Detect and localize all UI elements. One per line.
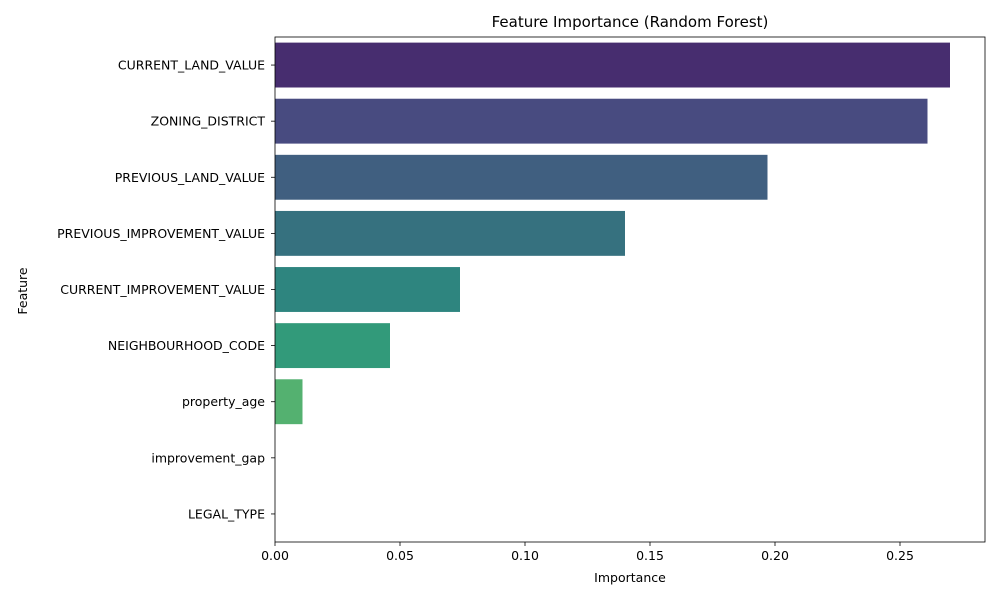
- y-tick-label: PREVIOUS_LAND_VALUE: [115, 170, 265, 185]
- bar-current-improvement-value: [275, 267, 460, 312]
- x-tick-label: 0.25: [886, 548, 914, 563]
- chart-title: Feature Importance (Random Forest): [492, 13, 769, 31]
- y-tick-label: property_age: [182, 394, 265, 409]
- bar-zoning-district: [275, 98, 928, 144]
- x-tick-label: 0.15: [636, 548, 664, 563]
- plot-frame: [274, 36, 986, 543]
- bar-neighbourhood-code: [275, 323, 390, 369]
- y-tick-label: CURRENT_IMPROVEMENT_VALUE: [60, 282, 265, 297]
- y-tick-label: CURRENT_LAND_VALUE: [118, 58, 265, 73]
- bar-property-age: [275, 379, 303, 425]
- axes-frame: [274, 36, 986, 543]
- x-ticks: 0.00 0.05 0.10 0.15 0.20 0.25: [261, 542, 914, 563]
- y-tick-labels: CURRENT_LAND_VALUE ZONING_DISTRICT PREVIOU…: [57, 58, 275, 521]
- y-axis-title: Feature: [15, 267, 30, 315]
- x-tick-label: 0.10: [511, 548, 539, 563]
- bar-current-land-value: [275, 42, 950, 88]
- bars-group: [275, 42, 950, 425]
- y-tick-label: ZONING_DISTRICT: [151, 114, 266, 129]
- y-tick-label: PREVIOUS_IMPROVEMENT_VALUE: [57, 226, 265, 241]
- y-tick-label: improvement_gap: [151, 450, 265, 465]
- bar-previous-improvement-value: [275, 210, 625, 256]
- x-tick-label: 0.00: [261, 548, 289, 563]
- bar-previous-land-value: [275, 154, 768, 200]
- y-tick-label: NEIGHBOURHOOD_CODE: [108, 338, 265, 353]
- y-tick-label: LEGAL_TYPE: [188, 506, 265, 521]
- x-tick-label: 0.20: [761, 548, 789, 563]
- x-axis-title: Importance: [594, 570, 666, 585]
- x-tick-label: 0.05: [386, 548, 414, 563]
